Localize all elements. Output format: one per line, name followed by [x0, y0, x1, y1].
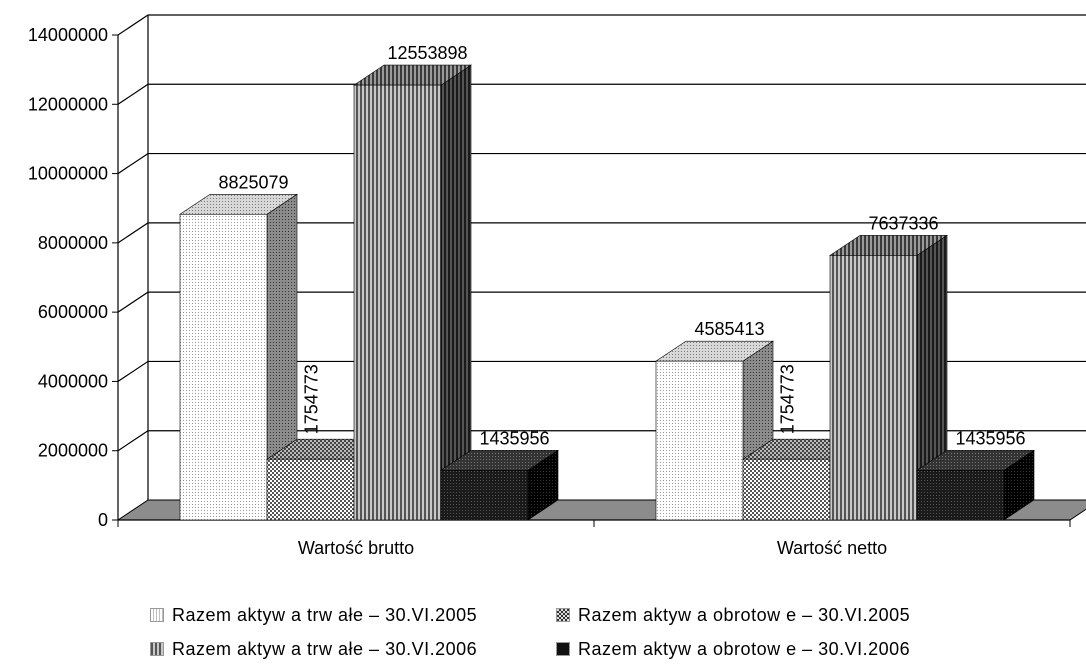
y-tick-label: 12000000 [28, 94, 108, 114]
y-tick-label: 8000000 [38, 233, 108, 253]
bar-front [916, 469, 1005, 521]
bar-front [655, 360, 744, 521]
bar-front [742, 458, 831, 521]
y-tick-label: 2000000 [38, 441, 108, 461]
legend-swatch-series-1 [150, 608, 164, 622]
data-label: 12553898 [387, 43, 467, 63]
legend-label-series-1: Razem aktyw a trw ałe – 30.VI.2005 [172, 604, 478, 625]
gridline [117, 152, 1086, 175]
legend-swatch-series-4 [556, 642, 570, 656]
bar [440, 449, 559, 521]
bar [179, 193, 298, 521]
gridline [117, 14, 1086, 36]
bar [353, 64, 472, 521]
legend-item-series-2: Razem aktyw a obrotow e – 30.VI.2005 [556, 604, 910, 626]
legend-swatch-series-2 [556, 608, 570, 622]
bar [916, 449, 1035, 521]
legend-item-series-1: Razem aktyw a trw ałe – 30.VI.2005 [150, 604, 477, 626]
legend-label-series-3: Razem aktyw a trw ałe – 30.VI.2006 [172, 638, 478, 659]
y-tick-label: 10000000 [28, 164, 108, 184]
legend-item-series-4: Razem aktyw a obrotow e – 30.VI.2006 [556, 638, 910, 660]
data-label: 1435956 [479, 428, 549, 448]
y-tick-label: 14000000 [28, 25, 108, 45]
y-tick-label: 6000000 [38, 302, 108, 322]
data-label: 8825079 [218, 172, 288, 192]
legend-item-series-3: Razem aktyw a trw ałe – 30.VI.2006 [150, 638, 477, 660]
category-label: Wartość brutto [298, 538, 414, 558]
bar-front [440, 469, 529, 521]
data-label: 1754773 [778, 364, 798, 434]
data-label: 4585413 [694, 319, 764, 339]
data-label: 7637336 [868, 213, 938, 233]
bar-front [266, 458, 355, 521]
y-tick-label: 4000000 [38, 371, 108, 391]
data-label: 1754773 [302, 364, 322, 434]
bar [829, 234, 948, 521]
legend-swatch-series-3 [150, 642, 164, 656]
bar-front [829, 255, 918, 521]
bar-front [179, 213, 268, 521]
legend-label-series-2: Razem aktyw a obrotow e – 30.VI.2005 [578, 604, 911, 625]
bar-side [440, 64, 472, 521]
category-label: Wartość netto [777, 538, 887, 558]
legend-label-series-4: Razem aktyw a obrotow e – 30.VI.2006 [578, 638, 911, 659]
gridline [117, 83, 1086, 105]
bar-front [353, 84, 442, 521]
data-label: 1435956 [955, 428, 1025, 448]
y-tick-label: 0 [98, 510, 108, 530]
bar [655, 340, 774, 521]
